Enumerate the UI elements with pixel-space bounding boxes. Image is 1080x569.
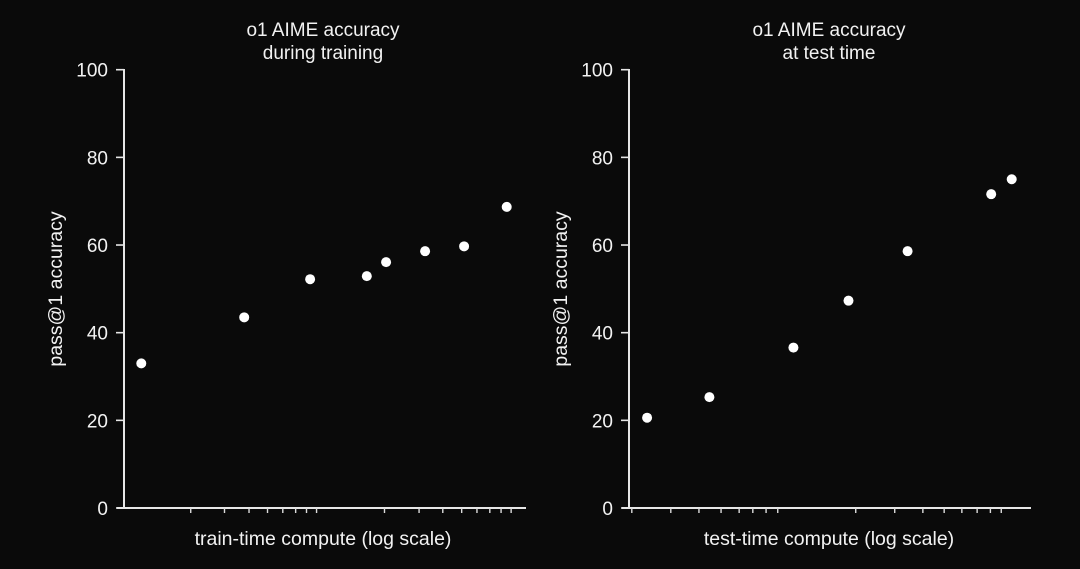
x-axis-minor-ticks — [631, 508, 1002, 513]
data-point — [704, 392, 715, 403]
data-point — [305, 274, 316, 285]
data-point — [788, 342, 799, 353]
chart-title-line1: o1 AIME accuracy — [246, 20, 400, 41]
y-tick-label: 100 — [76, 61, 108, 82]
chart-panel-test-time: o1 AIME accuracy at test time pass@1 acc… — [550, 20, 1031, 550]
y-tick-label: 60 — [87, 236, 108, 257]
data-point — [902, 246, 913, 257]
y-tick-label: 100 — [581, 61, 613, 82]
data-point — [239, 312, 250, 323]
data-point — [420, 246, 431, 257]
chart-panel-train-time: o1 AIME accuracy during training pass@1 … — [45, 20, 526, 550]
data-point — [986, 189, 997, 200]
data-point — [381, 257, 392, 268]
y-axis-label: pass@1 accuracy — [45, 211, 67, 367]
y-tick-label: 80 — [87, 148, 108, 169]
scatter-points — [642, 174, 1017, 423]
data-point — [642, 412, 653, 423]
chart-title-line2: during training — [263, 43, 383, 64]
x-axis-minor-ticks — [190, 508, 512, 513]
scatter-points — [136, 201, 512, 369]
x-axis-label: test-time compute (log scale) — [704, 528, 954, 550]
data-point — [136, 358, 147, 369]
y-tick-label: 40 — [87, 324, 108, 345]
data-point — [843, 295, 854, 306]
chart-title-line2: at test time — [783, 43, 876, 64]
y-tick-label: 20 — [592, 411, 613, 432]
data-point — [501, 201, 512, 212]
data-point — [361, 271, 372, 282]
data-point — [459, 241, 470, 252]
y-tick-label: 0 — [602, 499, 613, 520]
y-tick-label: 60 — [592, 236, 613, 257]
x-axis-label: train-time compute (log scale) — [195, 528, 452, 550]
chart-title-line1: o1 AIME accuracy — [752, 20, 906, 41]
data-point — [1006, 174, 1017, 185]
y-tick-label: 80 — [592, 148, 613, 169]
y-tick-label: 40 — [592, 324, 613, 345]
y-axis-ticks: 0 20 40 60 80 100 — [76, 61, 124, 520]
y-tick-label: 0 — [97, 499, 108, 520]
y-axis-label: pass@1 accuracy — [550, 211, 572, 367]
y-tick-label: 20 — [87, 411, 108, 432]
y-axis-ticks: 0 20 40 60 80 100 — [581, 61, 629, 520]
